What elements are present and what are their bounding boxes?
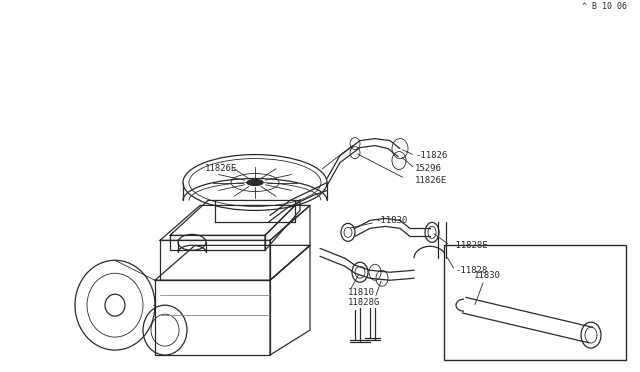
Text: ^ B 10 06: ^ B 10 06: [582, 2, 627, 12]
Text: -11830: -11830: [375, 216, 407, 225]
Text: -11828: -11828: [455, 266, 487, 275]
Text: 11826E: 11826E: [415, 176, 447, 185]
Bar: [444, 246, 626, 360]
Text: 11826E: 11826E: [205, 164, 237, 173]
Text: -11828E: -11828E: [450, 241, 488, 250]
Text: 15296: 15296: [415, 164, 442, 173]
Text: -11826: -11826: [415, 151, 447, 160]
Text: 11830: 11830: [474, 271, 501, 280]
Text: 11810: 11810: [348, 288, 375, 297]
Ellipse shape: [247, 180, 263, 186]
Text: 11828G: 11828G: [348, 298, 380, 307]
